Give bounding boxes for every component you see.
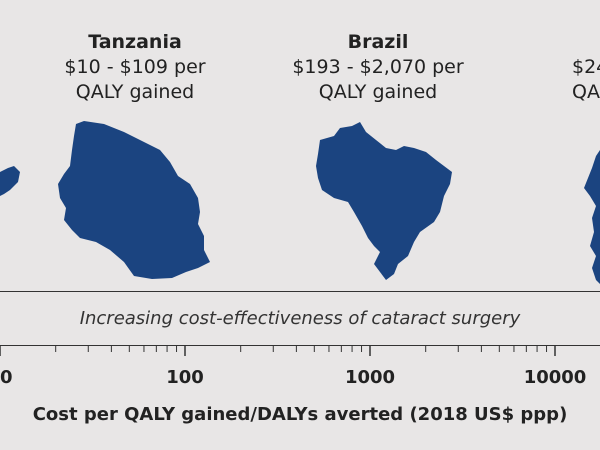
x-axis: 10 100 1000 10000 xyxy=(0,345,587,388)
arrow-line xyxy=(0,291,600,292)
country-name: Tanzania xyxy=(88,31,182,53)
cost-range: $10 - $109 per xyxy=(64,56,206,78)
tick-label: 100 xyxy=(166,367,204,388)
tick-label: 10000 xyxy=(524,367,587,388)
partial-map-left xyxy=(0,166,20,196)
cost-unit: QALY gained xyxy=(318,81,438,103)
country-maps xyxy=(0,121,600,284)
tick-label: 1000 xyxy=(345,367,395,388)
third-country-label: $24 QA xyxy=(572,55,600,105)
brazil-label: Brazil $193 - $2,070 per QALY gained xyxy=(268,30,488,105)
tanzania-map xyxy=(58,121,210,279)
x-axis-line xyxy=(0,345,600,346)
country-name: Brazil xyxy=(347,31,409,53)
cost-unit: QALY gained xyxy=(75,81,195,103)
brazil-map xyxy=(316,122,452,280)
tick-label: 10 xyxy=(0,367,13,388)
tanzania-label: Tanzania $10 - $109 per QALY gained xyxy=(25,30,245,105)
annotation-text: Increasing cost-effectiveness of catarac… xyxy=(79,308,521,329)
partial-map-right xyxy=(584,150,600,284)
x-axis-title: Cost per QALY gained/DALYs averted (2018… xyxy=(32,404,568,425)
cost-unit: QA xyxy=(572,81,600,103)
cost-range: $193 - $2,070 per xyxy=(292,56,464,78)
cost-range: $24 xyxy=(572,56,600,78)
